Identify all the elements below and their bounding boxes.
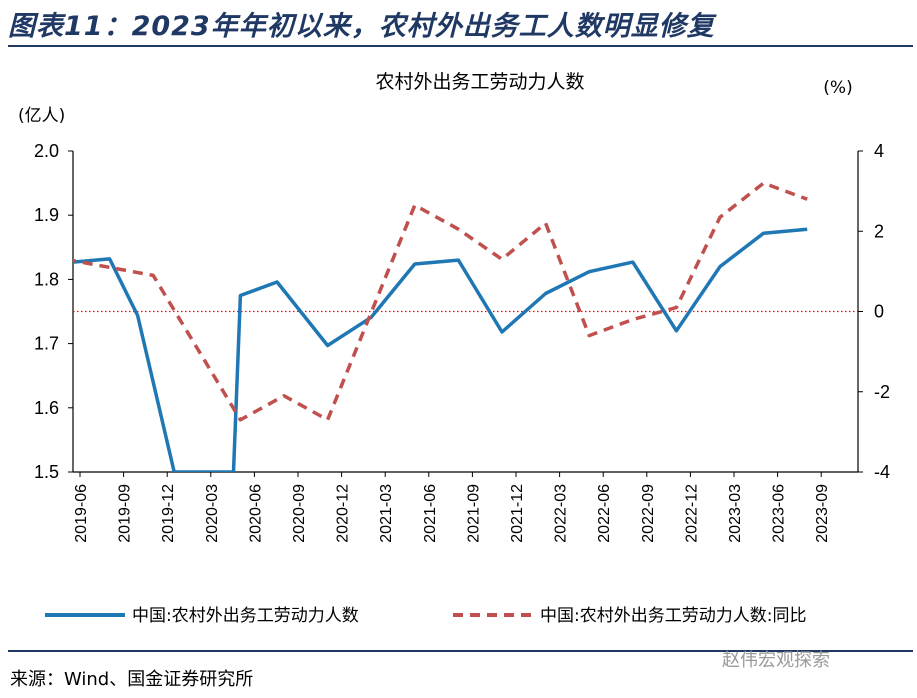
y-left-unit: (亿人) [18,106,65,126]
legend: 中国:农村外出务工劳动力人数 中国:农村外出务工劳动力人数:同比 [45,606,806,626]
source-rule [8,650,913,652]
y-right-tick-label: -4 [874,462,890,482]
y-left-tick-label: 1.5 [34,462,59,482]
legend-label-level: 中国:农村外出务工劳动力人数 [132,606,359,626]
title-rule [8,45,913,47]
x-tick-label: 2022-09 [640,484,657,543]
x-tick-label: 2021-12 [509,484,526,543]
x-tick-label: 2023-03 [727,484,744,543]
x-tick-label: 2020-06 [247,484,264,543]
x-tick-label: 2022-06 [596,484,613,543]
chart-title: 农村外出务工劳动力人数 [375,71,584,93]
x-tick-label: 2019-06 [73,484,90,543]
y-left-tick-label: 1.8 [34,269,59,289]
y-right-tick-label: 2 [874,221,884,241]
y-left-ticks: 2.0 1.9 1.8 1.7 1.6 1.5 [34,141,73,482]
y-right-tick-label: 4 [874,141,884,161]
x-tick-label: 2020-12 [335,484,352,543]
figure-title: 图表11：2023年年初以来，农村外出务工人数明显修复 [8,11,715,42]
series-line-yoy [73,181,808,422]
series-line-level [73,227,808,472]
x-tick-label: 2021-06 [422,484,439,543]
x-tick-label: 2020-09 [291,484,308,543]
series-lines [73,181,808,472]
y-right-ticks: 4 2 0 -2 -4 [858,141,890,482]
x-ticks: 2019-06 2019-09 2019-12 2020-03 2020-06 2020-… [73,472,831,543]
watermark: 赵伟宏观探索 [722,650,830,671]
x-tick-label: 2020-03 [204,484,221,543]
x-tick-label: 2022-03 [553,484,570,543]
y-left-tick-label: 1.9 [34,205,59,225]
y-left-tick-label: 2.0 [34,141,59,161]
x-tick-label: 2021-09 [465,484,482,543]
y-left-tick-label: 1.7 [34,334,59,354]
x-tick-label: 2019-09 [117,484,134,543]
y-left-tick-label: 1.6 [34,398,59,418]
x-tick-label: 2021-03 [378,484,395,543]
y-right-tick-label: 0 [874,302,884,322]
source-note: 来源：Wind、国金证券研究所 [10,669,254,690]
x-tick-label: 2023-06 [771,484,788,543]
legend-label-yoy: 中国:农村外出务工劳动力人数:同比 [540,606,806,626]
x-tick-label: 2022-12 [683,484,700,543]
x-tick-label: 2019-12 [160,484,177,543]
y-right-tick-label: -2 [874,382,890,402]
y-right-unit: (%) [823,78,852,98]
x-tick-label: 2023-09 [814,484,831,543]
